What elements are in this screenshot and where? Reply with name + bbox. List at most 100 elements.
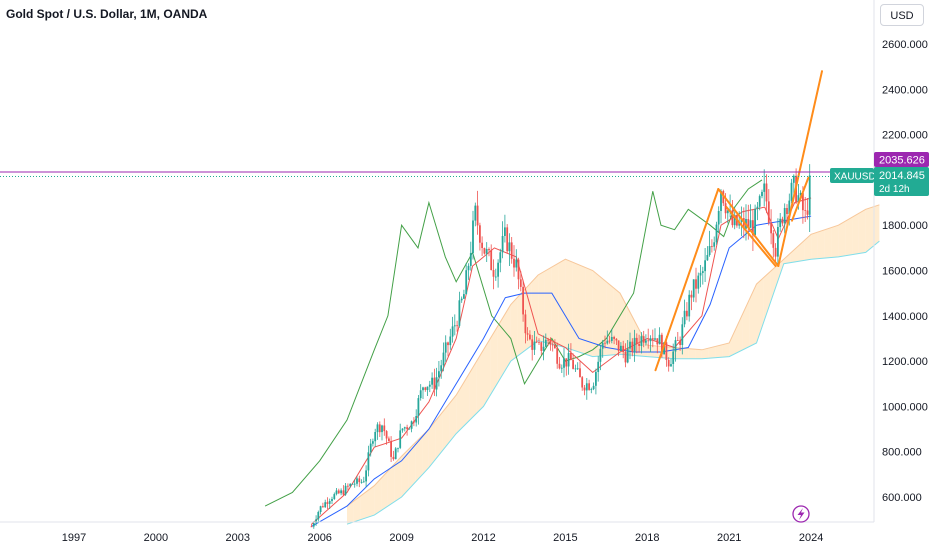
candle-body bbox=[494, 276, 497, 278]
time-tick-label: 2009 bbox=[389, 532, 413, 544]
candle-body bbox=[742, 218, 745, 229]
cloud-segment bbox=[435, 412, 443, 460]
price-axis[interactable]: 600.000 800.000 1000.000 1200.000 1400.000 16… bbox=[882, 39, 928, 504]
pattern-drawing bbox=[654, 70, 823, 372]
candle-body bbox=[647, 340, 650, 342]
lightning-bolt-icon[interactable] bbox=[792, 505, 810, 523]
candle-body bbox=[406, 427, 408, 429]
candle-body bbox=[531, 339, 534, 350]
candle-body bbox=[613, 337, 615, 339]
candle-body bbox=[485, 249, 488, 254]
time-axis[interactable]: 1997 2000 2003 2006 2009 2012 2015 2018 2021 2024 bbox=[62, 532, 824, 544]
candle-body bbox=[626, 348, 629, 363]
candle-body bbox=[385, 431, 388, 439]
candle-body bbox=[672, 351, 675, 364]
candle-body bbox=[476, 205, 479, 226]
candle-body bbox=[601, 342, 604, 349]
cloud-segment bbox=[456, 383, 463, 434]
candle-body bbox=[524, 314, 527, 334]
candle-body bbox=[542, 346, 545, 351]
cloud-segment bbox=[804, 234, 812, 261]
candle-body bbox=[635, 337, 638, 345]
resistance-price-tag: 2035.626 bbox=[874, 152, 929, 167]
candle-body bbox=[440, 365, 443, 372]
candle-body bbox=[654, 338, 656, 340]
cloud-segment bbox=[347, 501, 354, 525]
candle-body bbox=[324, 502, 327, 508]
cloud-segment bbox=[387, 463, 395, 507]
candle-body bbox=[592, 385, 595, 390]
cloud-segment bbox=[469, 361, 477, 420]
candle-body bbox=[328, 501, 331, 504]
price-tick-label: 2400.000 bbox=[882, 84, 928, 96]
candle-body bbox=[490, 250, 493, 270]
candle-body bbox=[474, 205, 477, 221]
candle-body bbox=[472, 220, 474, 253]
candle-body bbox=[756, 206, 759, 209]
candle-body bbox=[717, 211, 720, 225]
candle-body bbox=[506, 227, 509, 252]
last-price-tag-bg bbox=[874, 167, 929, 196]
cloud-segment bbox=[722, 343, 730, 358]
candle-body bbox=[617, 340, 620, 351]
candle-body bbox=[692, 279, 695, 298]
candle-body bbox=[761, 191, 763, 197]
candle-body bbox=[724, 203, 727, 214]
candle-body bbox=[554, 344, 556, 348]
candle-body bbox=[772, 233, 775, 248]
cloud-segment bbox=[688, 348, 696, 359]
candle-body bbox=[497, 262, 499, 277]
candle-body bbox=[565, 358, 568, 367]
currency-button[interactable]: USD bbox=[880, 4, 924, 26]
candle-body bbox=[435, 377, 438, 390]
candle-body bbox=[599, 348, 602, 362]
candle-body bbox=[708, 246, 711, 255]
price-tick-label: 2600.000 bbox=[882, 39, 928, 51]
candle-body bbox=[781, 218, 784, 224]
candle-body bbox=[711, 246, 713, 247]
time-tick-label: 2003 bbox=[226, 532, 250, 544]
cloud-segment bbox=[428, 420, 436, 468]
candle-body bbox=[556, 348, 559, 364]
candle-body bbox=[615, 338, 618, 341]
candle-body bbox=[649, 338, 652, 342]
candle-body bbox=[701, 271, 704, 273]
candle-body bbox=[558, 363, 561, 369]
candle-body bbox=[581, 377, 584, 388]
candle-body bbox=[690, 294, 693, 298]
time-tick-label: 2015 bbox=[553, 532, 577, 544]
candle-body bbox=[456, 325, 458, 327]
candle-body bbox=[383, 425, 386, 432]
base-line bbox=[311, 215, 812, 527]
candle-body bbox=[683, 310, 686, 325]
candle-body bbox=[376, 424, 379, 433]
last-price-value: 2014.845 bbox=[879, 170, 925, 182]
candle-body bbox=[749, 220, 752, 228]
candle-body bbox=[312, 523, 315, 527]
candle-body bbox=[504, 227, 506, 236]
price-tick-label: 600.000 bbox=[882, 492, 922, 504]
candle-body bbox=[610, 337, 613, 341]
candle-body bbox=[604, 342, 606, 344]
candle-body bbox=[651, 338, 654, 340]
cloud-segment bbox=[572, 262, 579, 352]
cloud-segment bbox=[585, 267, 593, 357]
candle-body bbox=[453, 325, 456, 327]
candle-body bbox=[797, 195, 800, 203]
cloud-segment bbox=[742, 298, 750, 350]
candle-body bbox=[322, 506, 324, 508]
candle-body bbox=[344, 485, 347, 495]
cloud-segment bbox=[558, 259, 566, 348]
candle-body bbox=[631, 341, 634, 352]
candle-body bbox=[765, 183, 768, 202]
candle-body bbox=[544, 339, 547, 347]
candle-body bbox=[715, 224, 718, 243]
lagging-span-line bbox=[264, 179, 763, 507]
candle-body bbox=[410, 421, 413, 429]
candle-body bbox=[326, 502, 329, 504]
candle-body bbox=[595, 371, 597, 386]
candle-body bbox=[372, 441, 374, 444]
candle-body bbox=[431, 377, 433, 385]
candle-body bbox=[567, 353, 570, 367]
